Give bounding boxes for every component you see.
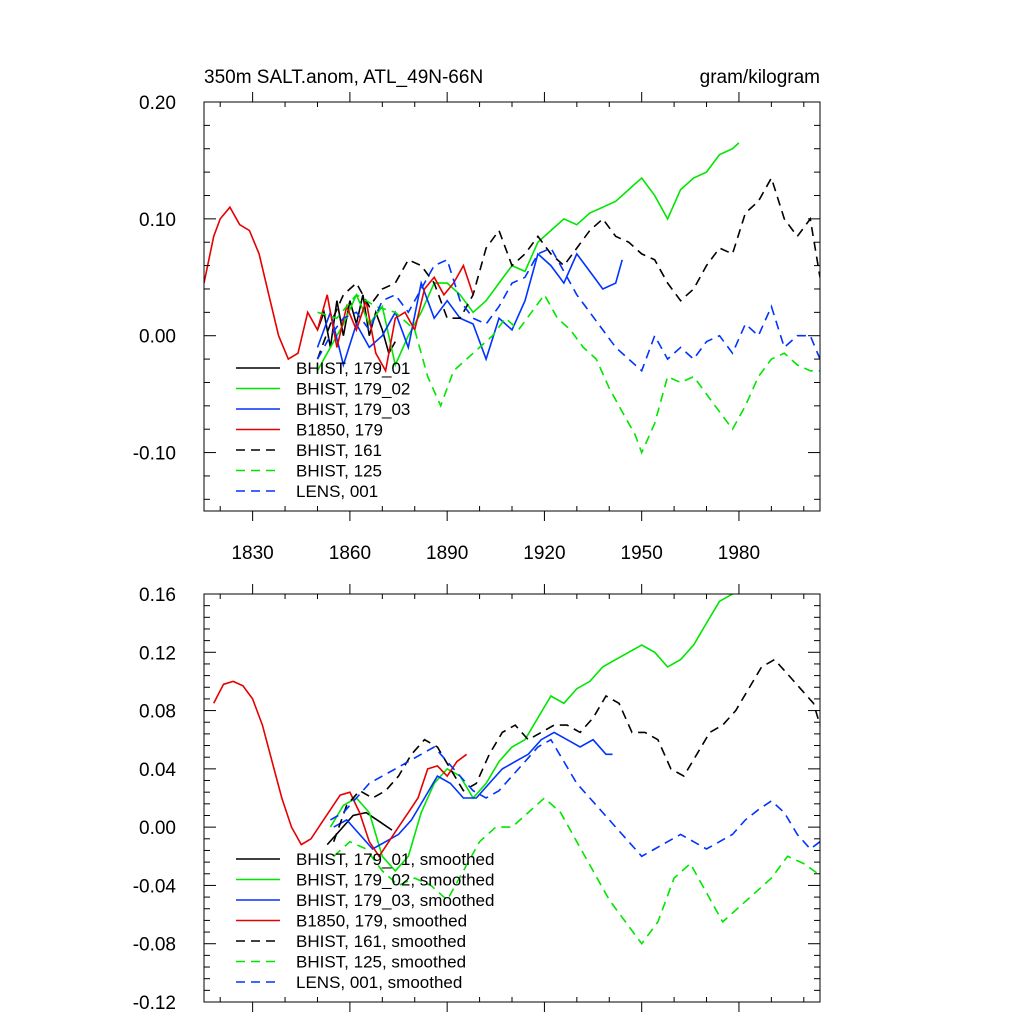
series-line-1-5 — [333, 796, 820, 946]
y-tick-label-0-3: 0.20 — [139, 93, 176, 114]
x-tick-label-0-4: 1950 — [621, 543, 663, 564]
y-tick-label-0-0: -0.10 — [133, 444, 176, 465]
series-line-1-6 — [330, 738, 820, 858]
x-tick-label-0-2: 1890 — [426, 543, 468, 564]
series-line-0-3 — [204, 205, 474, 374]
legend-label-0-4: BHIST, 161 — [296, 441, 382, 460]
legend-label-0-2: BHIST, 179_03 — [296, 400, 410, 419]
y-tick-label-1-6: 0.12 — [139, 643, 176, 664]
y-tick-label-1-7: 0.16 — [139, 585, 176, 606]
y-tick-label-0-2: 0.10 — [139, 210, 176, 231]
legend-label-1-5: BHIST, 125, smoothed — [296, 953, 466, 972]
legend-label-1-3: B1850, 179, smoothed — [296, 912, 467, 931]
legend-label-0-3: B1850, 179 — [296, 421, 383, 440]
legend-label-1-1: BHIST, 179_02, smoothed — [296, 871, 494, 890]
legend-1: BHIST, 179_01, smoothed BHIST, 179_02, sm… — [236, 850, 494, 992]
series-line-0-4 — [316, 175, 820, 360]
legend-label-0-1: BHIST, 179_02 — [296, 380, 410, 399]
series-line-1-2 — [333, 731, 613, 851]
y-tick-label-1-2: -0.04 — [133, 876, 177, 897]
legend-label-0-5: BHIST, 125 — [296, 462, 382, 481]
y-tick-label-1-0: -0.12 — [133, 993, 176, 1014]
x-tick-label-0-3: 1920 — [523, 543, 565, 564]
series-line-1-4 — [332, 658, 820, 842]
y-tick-label-1-1: -0.08 — [133, 935, 176, 956]
chart-title: 350m SALT.anom, ATL_49N-66N — [204, 67, 483, 88]
series-line-0-5 — [317, 293, 820, 455]
series-line-1-1 — [329, 594, 734, 873]
legend-label-0-0: BHIST, 179_01 — [296, 359, 410, 378]
chart-units: gram/kilogram — [700, 67, 820, 88]
x-tick-label-0-0: 1830 — [231, 543, 273, 564]
legend-label-1-6: LENS, 001, smoothed — [296, 973, 462, 992]
x-tick-label-0-1: 1860 — [329, 543, 371, 564]
top-panel: 1830 1860 1890 1920 1950 1980 -0.10 0.00 0.10 0.2… — [133, 92, 821, 564]
series-line-1-3 — [212, 680, 468, 858]
y-tick-label-1-5: 0.08 — [139, 702, 176, 723]
y-tick-label-1-3: 0.00 — [139, 818, 176, 839]
y-tick-label-0-1: 0.00 — [139, 327, 176, 348]
bottom-panel: -0.12 -0.08 -0.04 0.00 0.04 0.08 0.12 0.16 BHIST… — [133, 584, 821, 1014]
series-line-0-1 — [316, 142, 740, 372]
legend-label-1-2: BHIST, 179_03, smoothed — [296, 891, 494, 910]
legend-label-1-4: BHIST, 161, smoothed — [296, 932, 466, 951]
series-line-0-6 — [316, 247, 820, 373]
y-tick-label-1-4: 0.04 — [139, 760, 176, 781]
legend-label-1-0: BHIST, 179_01, smoothed — [296, 850, 494, 869]
series-line-0-2 — [316, 252, 623, 368]
legend-label-0-6: LENS, 001 — [296, 482, 378, 501]
x-tick-label-0-5: 1980 — [718, 543, 760, 564]
